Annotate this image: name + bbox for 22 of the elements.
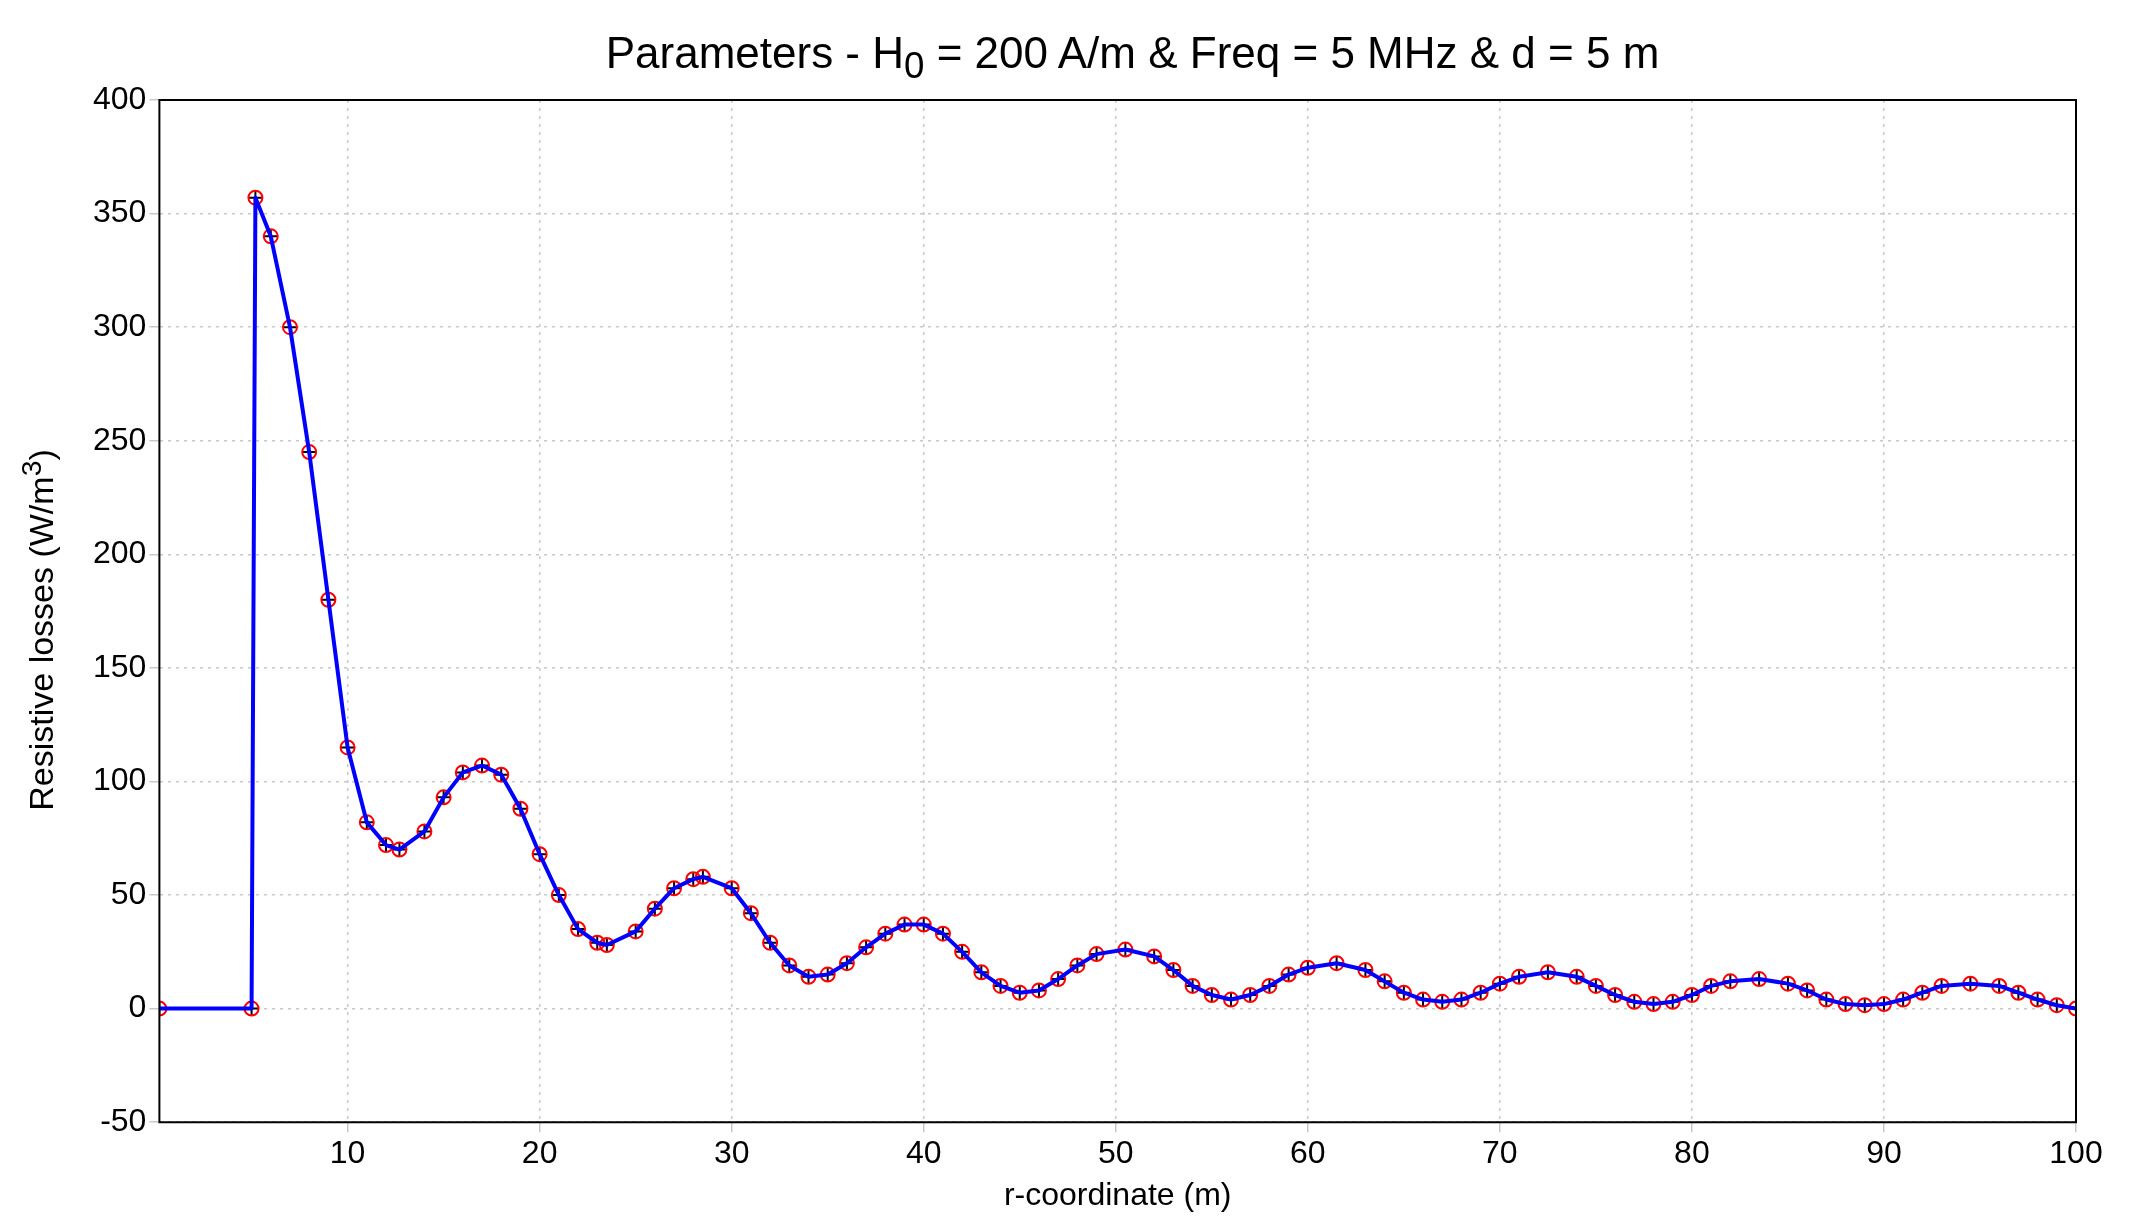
y-tick-label: 100 xyxy=(93,761,147,798)
x-tick-label: 80 xyxy=(1674,1134,1710,1171)
y-tick-label: 350 xyxy=(93,193,147,230)
y-tick-label: 0 xyxy=(128,988,147,1025)
x-tick-label: 100 xyxy=(2049,1134,2103,1171)
y-tick-label: 150 xyxy=(93,647,147,684)
x-tick-label: 40 xyxy=(905,1134,942,1171)
x-tick-label: 50 xyxy=(1097,1134,1134,1171)
x-tick-label: 60 xyxy=(1290,1134,1326,1171)
y-tick-label: 300 xyxy=(93,306,147,343)
x-tick-label: 10 xyxy=(329,1134,366,1171)
y-tick-label: 400 xyxy=(93,79,147,116)
y-tick-label: 200 xyxy=(93,534,147,571)
x-tick-label: 70 xyxy=(1482,1134,1518,1171)
chart-title: Parameters - H$_{0}$ = 200 A/m & Freq = 5 MHz & d = 5 m xyxy=(604,28,1661,87)
y-tick-label: 50 xyxy=(110,874,147,911)
y-tick-label: 250 xyxy=(93,420,147,457)
x-tick-label: 20 xyxy=(521,1134,558,1171)
y-tick-label: -50 xyxy=(100,1102,147,1139)
x-tick-label: 30 xyxy=(713,1134,750,1171)
x-axis-title: r-coordinate (m) xyxy=(1003,1175,1232,1212)
x-tick-label: 90 xyxy=(1866,1134,1902,1171)
